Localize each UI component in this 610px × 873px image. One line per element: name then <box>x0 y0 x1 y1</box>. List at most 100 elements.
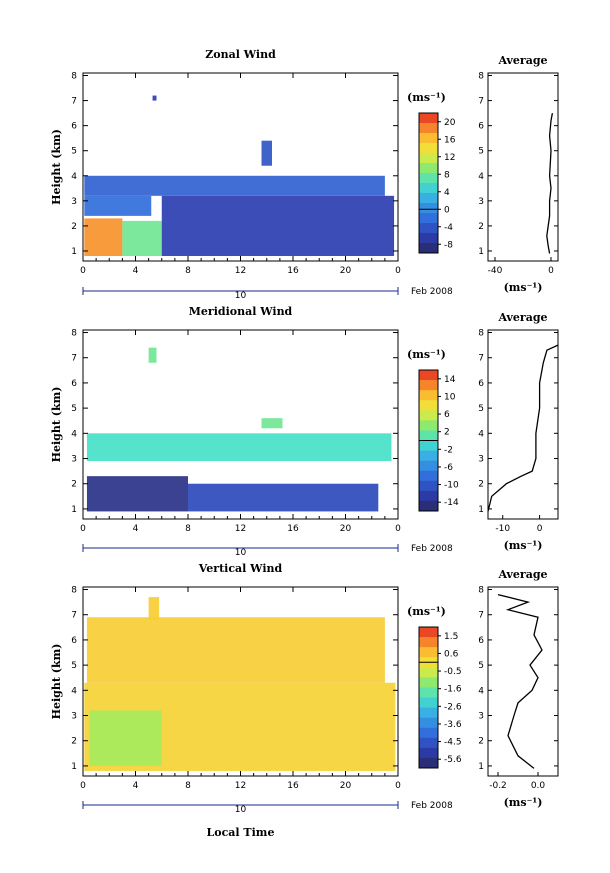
date-label: 10 <box>235 805 247 815</box>
colorbar-tick-label: 12 <box>444 153 455 163</box>
x-tick-label: 20 <box>340 781 352 791</box>
colorbar-tick-label: -10 <box>444 481 459 491</box>
average-y-tick-label: 5 <box>478 404 484 414</box>
date-label: 10 <box>235 291 247 301</box>
colorbar-segment <box>419 460 438 472</box>
x-tick-label: 4 <box>133 781 139 791</box>
colorbar-tick-label: -3.6 <box>444 720 462 730</box>
average-unit: (ms⁻¹) <box>504 281 543 294</box>
colorbar-frame <box>418 626 439 769</box>
x-tick-label: 4 <box>133 266 139 276</box>
average-x-tick-label: -0.2 <box>489 781 507 791</box>
colorbar-segment <box>419 370 438 381</box>
data-region <box>86 433 392 462</box>
y-tick-label: 6 <box>71 379 77 389</box>
x-tick-label: 0 <box>80 781 86 791</box>
x-tick-label: 4 <box>133 524 139 534</box>
x-tick-label: 0 <box>395 266 401 276</box>
y-tick-label: 4 <box>71 172 77 182</box>
date-suffix: Feb 2008 <box>411 801 453 811</box>
y-axis-label: Height (km) <box>50 387 63 463</box>
x-tick-label: 12 <box>235 781 246 791</box>
average-y-tick-label: 5 <box>478 661 484 671</box>
average-title: Average <box>497 568 547 581</box>
y-tick-label: 8 <box>71 72 77 82</box>
colorbar-unit: (ms⁻¹) <box>407 91 446 104</box>
colorbar-segment <box>419 123 438 134</box>
x-tick-label: 0 <box>395 781 401 791</box>
average-y-tick-label: 7 <box>478 97 484 107</box>
y-tick-label: 3 <box>71 455 77 465</box>
colorbar-segment <box>419 153 438 164</box>
data-region <box>261 140 272 166</box>
y-tick-label: 1 <box>71 762 77 772</box>
data-region <box>261 418 283 429</box>
colorbar-tick-label: -2.6 <box>444 702 462 712</box>
date-suffix: Feb 2008 <box>411 544 453 554</box>
colorbar-segment <box>419 183 438 194</box>
colorbar-tick-label: -4.5 <box>444 738 462 748</box>
data-region <box>84 175 385 196</box>
colorbar-segment <box>419 233 438 244</box>
average-y-tick-label: 4 <box>478 172 484 182</box>
y-tick-label: 4 <box>71 429 77 439</box>
date-suffix: Feb 2008 <box>411 287 453 297</box>
data-region <box>188 483 379 512</box>
average-frame <box>487 586 559 777</box>
data-region <box>84 195 152 216</box>
colorbar-tick-label: 8 <box>444 170 450 180</box>
colorbar-segment <box>419 687 438 698</box>
colorbar-segment <box>419 390 438 401</box>
colorbar-segment <box>419 727 438 739</box>
colorbar-segment <box>419 627 438 638</box>
average-unit: (ms⁻¹) <box>504 796 543 809</box>
colorbar-tick-label: -4 <box>444 223 453 233</box>
data-region <box>148 597 160 620</box>
colorbar-segment <box>419 757 438 769</box>
colorbar-tick-label: 20 <box>444 118 456 128</box>
average-profile-line <box>497 593 543 769</box>
average-y-tick-label: 8 <box>478 586 484 596</box>
colorbar-unit: (ms⁻¹) <box>407 605 446 618</box>
colorbar-tick-label: 4 <box>444 188 450 198</box>
y-tick-label: 2 <box>71 737 77 747</box>
colorbar-segment <box>419 173 438 184</box>
colorbar-tick-label: 14 <box>444 375 456 385</box>
data-region <box>148 347 157 363</box>
x-tick-label: 0 <box>80 266 86 276</box>
colorbar-tick-label: 6 <box>444 410 450 420</box>
average-y-tick-label: 3 <box>478 197 484 207</box>
colorbar-segment <box>419 470 438 482</box>
average-x-tick-label: 0 <box>537 524 543 534</box>
x-tick-label: 8 <box>185 781 191 791</box>
colorbar-segment <box>419 243 438 254</box>
colorbar-segment <box>419 707 438 719</box>
x-axis-label: Local Time <box>207 826 275 839</box>
colorbar-segment <box>419 647 438 658</box>
panel-title: Meridional Wind <box>189 305 293 318</box>
average-y-tick-label: 2 <box>478 222 484 232</box>
average-frame <box>487 72 559 262</box>
data-region <box>152 95 157 101</box>
colorbar-segment <box>419 500 438 512</box>
x-tick-label: 12 <box>235 266 246 276</box>
colorbar-segment <box>419 193 438 204</box>
panel-title: Zonal Wind <box>205 48 276 61</box>
x-tick-label: 16 <box>287 266 299 276</box>
colorbar-segment <box>419 420 438 431</box>
average-frame <box>487 329 559 520</box>
colorbar-tick-label: -6 <box>444 463 453 473</box>
x-tick-label: 8 <box>185 266 191 276</box>
average-y-tick-label: 6 <box>478 379 484 389</box>
x-tick-label: 0 <box>395 524 401 534</box>
colorbar-segment <box>419 400 438 411</box>
y-tick-label: 3 <box>71 197 77 207</box>
colorbar-segment <box>419 113 438 124</box>
colorbar-segment <box>419 410 438 421</box>
y-tick-label: 7 <box>71 611 77 621</box>
average-title: Average <box>497 311 547 324</box>
y-tick-label: 6 <box>71 636 77 646</box>
colorbar-segment <box>419 480 438 492</box>
average-y-tick-label: 7 <box>478 611 484 621</box>
